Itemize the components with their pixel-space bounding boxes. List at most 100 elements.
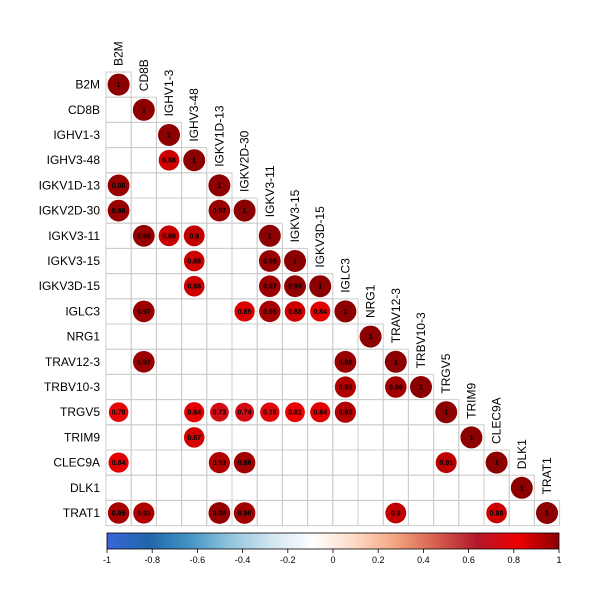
grid-cell [206,273,233,300]
correlation-value: 0.93 [339,410,353,417]
grid-cell [105,474,132,501]
correlation-circle [108,402,129,422]
grid-cell [483,474,510,501]
grid-cell [130,474,157,501]
correlation-circle [158,124,180,146]
correlation-value: 0.81 [288,410,302,417]
grid-cell [256,424,283,451]
grid-cell [181,197,208,224]
correlation-circle [485,451,508,474]
grid-cell [181,348,208,375]
grid-cell [206,474,233,501]
grid-cell [332,449,359,476]
correlation-circle [284,275,306,298]
correlation-circle [410,376,432,398]
grid-cell [357,499,384,527]
column-label: CLEC9A [490,397,504,444]
grid-cell [231,247,258,275]
correlation-value: 1 [243,208,247,215]
correlation-circle [208,174,231,197]
correlation-circle [210,402,229,422]
grid-cell [307,323,334,350]
correlation-value: 1 [192,158,196,165]
colorbar-tick-label: 0 [330,555,335,565]
correlation-circle [183,427,205,448]
row-label: TRIM9 [64,430,100,444]
correlation-circle [183,149,206,172]
grid-cell [206,247,233,275]
colorbar-tick-label: -0.6 [190,555,206,565]
correlation-circle [310,301,331,322]
row-label: IGKV3D-15 [39,279,101,293]
grid-cell [231,222,258,249]
grid-cell [155,323,183,350]
grid-cell [281,499,309,527]
correlation-circle [132,350,155,373]
grid-cell [332,474,359,501]
column-label: TRBV10-3 [414,312,428,368]
correlation-circle [435,452,457,474]
grid-cell [433,499,460,527]
correlation-value: 0.93 [137,511,151,518]
correlation-circle [258,250,281,272]
grid-cell [130,449,157,476]
correlation-circle [183,275,205,297]
correlation-circle [208,199,231,222]
correlation-value: 0.73 [213,410,227,417]
column-label: IGKV3-11 [263,165,277,217]
row-label: NRG1 [67,330,101,344]
grid-cell [307,424,334,451]
correlation-circle [460,426,483,449]
grid-cell [407,474,435,501]
grid-cell [155,474,183,501]
grid-cell [206,222,233,249]
grid-cell [155,424,183,451]
correlation-value: 1 [419,385,423,392]
column-label: IGKV1D-13 [212,105,226,167]
grid-cell [130,273,157,300]
correlation-value: 0.84 [313,309,327,316]
row-label: B2M [75,78,100,92]
column-label: TRGV5 [439,353,453,393]
grid-cell [105,222,132,249]
correlation-circle [486,502,507,524]
correlation-circle [107,502,130,524]
column-label: IGKV2D-30 [238,130,252,192]
correlation-circle [258,224,281,247]
row-label: TRBV10-3 [44,380,100,394]
grid-cell [130,373,157,401]
grid-cell [533,499,561,527]
grid-cell [458,449,485,476]
correlation-circle [334,401,357,423]
correlation-value: 0.87 [187,435,201,442]
colorbar-gradient [106,532,560,550]
correlation-circle [233,451,256,474]
correlation-value: 1 [444,410,448,417]
grid-cell [382,424,409,451]
grid-cell [508,499,535,527]
grid-cell [231,323,258,350]
correlation-value: 1 [545,511,549,518]
column-label: IGHV1-3 [162,69,176,116]
column-label: IGKV3-15 [288,189,302,242]
correlation-circle [234,301,255,322]
correlation-value: 1 [268,233,272,240]
correlation-value: 1 [369,334,373,341]
grid-cell [155,499,183,527]
correlation-value: 0.84 [187,410,201,417]
grid-cell [181,323,208,350]
correlation-value: 1 [469,435,473,442]
correlation-value: 0.97 [213,208,227,215]
colorbar-tick-label: 0.4 [417,555,430,565]
grid-cell [206,424,233,451]
correlation-circle [208,502,231,524]
correlation-circle [184,402,205,423]
grid-cell [155,449,183,476]
grid-cell [231,348,258,375]
grid-cell [307,373,334,401]
column-label: IGHV3-48 [187,88,201,142]
grid-cell [231,273,258,300]
grid-cell [256,474,283,501]
colorbar-tick-label: -1 [103,555,111,565]
correlation-circle [536,502,558,524]
